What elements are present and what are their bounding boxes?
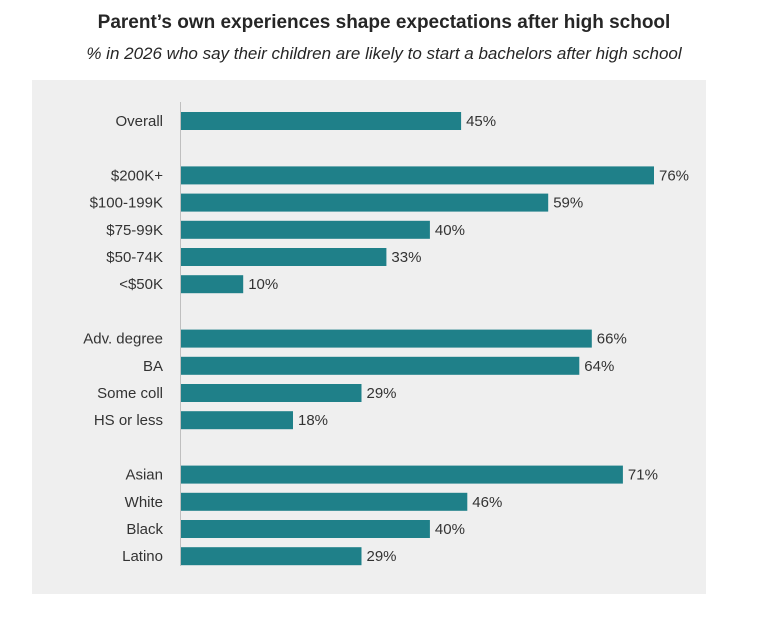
bar-100-199k: [181, 193, 549, 212]
value-label-hs-or-less: 18%: [298, 412, 328, 429]
bar-asian: [181, 465, 623, 484]
category-label-ba: BA: [143, 358, 163, 375]
category-label-50k: <$50K: [119, 276, 163, 293]
value-label-50-74k: 33%: [391, 249, 421, 266]
bar-75-99k: [181, 220, 430, 239]
bar-50-74k: [181, 248, 387, 266]
category-label-100-199k: $100-199K: [90, 195, 163, 212]
value-label-asian: 71%: [628, 467, 658, 484]
category-label-white: White: [125, 494, 163, 511]
value-label-overall: 45%: [466, 113, 496, 130]
value-label-200k: 76%: [659, 167, 689, 184]
category-label-some-coll: Some coll: [97, 385, 163, 402]
category-label-hs-or-less: HS or less: [94, 412, 163, 429]
value-label-adv-degree: 66%: [597, 331, 627, 348]
bar-hs-or-less: [181, 411, 293, 430]
category-label-overall: Overall: [115, 113, 163, 130]
category-label-adv-degree: Adv. degree: [83, 331, 163, 348]
value-label-some-coll: 29%: [367, 385, 397, 402]
bar-white: [181, 492, 468, 511]
bar-50k: [181, 275, 244, 294]
value-label-50k: 10%: [248, 276, 278, 293]
value-label-latino: 29%: [367, 548, 397, 565]
bar-adv-degree: [181, 329, 592, 348]
chart-subtitle: % in 2026 who say their children are lik…: [86, 44, 682, 63]
chart-title: Parent’s own experiences shape expectati…: [97, 12, 671, 33]
category-label-asian: Asian: [125, 467, 163, 484]
category-label-200k: $200K+: [111, 167, 163, 184]
value-label-75-99k: 40%: [435, 222, 465, 239]
bar-latino: [181, 547, 362, 566]
value-label-ba: 64%: [584, 358, 614, 375]
value-label-black: 40%: [435, 521, 465, 538]
category-label-75-99k: $75-99K: [106, 222, 163, 239]
category-label-black: Black: [126, 521, 163, 538]
category-label-latino: Latino: [122, 548, 163, 565]
value-label-white: 46%: [472, 494, 502, 511]
category-label-50-74k: $50-74K: [106, 249, 163, 266]
bar-200k: [181, 166, 654, 185]
bar-overall: [181, 112, 462, 130]
bar-some-coll: [181, 384, 362, 402]
value-label-100-199k: 59%: [553, 195, 583, 212]
bar-black: [181, 520, 430, 538]
bar-ba: [181, 356, 580, 375]
